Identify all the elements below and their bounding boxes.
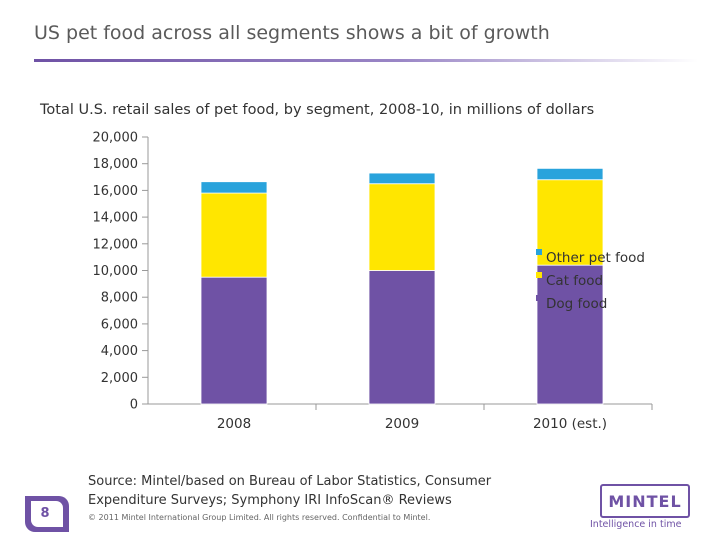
y-tick-label: 14,000: [93, 211, 139, 226]
legend-swatch: [536, 249, 542, 255]
y-tick-label: 10,000: [93, 264, 139, 279]
logo-wordmark: MINTEL: [600, 484, 690, 518]
legend-swatch: [536, 295, 542, 301]
bar-segment: [200, 181, 268, 194]
title-divider: [34, 59, 698, 62]
x-tick-label: 2010 (est.): [533, 416, 607, 432]
bar-segment: [536, 167, 604, 181]
bar-segment: [200, 192, 268, 278]
legend-label: Other pet food: [546, 250, 645, 266]
y-tick-label: 12,000: [93, 237, 139, 252]
page-number: 8: [40, 505, 50, 521]
y-tick-label: 16,000: [93, 184, 139, 199]
y-tick-label: 18,000: [93, 157, 139, 172]
y-tick-label: 2,000: [101, 371, 138, 386]
y-tick-label: 20,000: [93, 131, 139, 146]
bar-segment: [368, 183, 436, 271]
y-tick-label: 0: [130, 398, 138, 413]
legend-swatch: [536, 272, 542, 278]
legend-label: Dog food: [546, 296, 607, 312]
stacked-bar-chart: 0 2,000 4,000 6,000 8,000 10,000 12,000 14,000 1…: [93, 131, 653, 432]
page-number-badge: 8: [25, 496, 69, 532]
x-tick-label: 2009: [385, 416, 419, 432]
bar-segment: [368, 172, 436, 185]
legend-label: Cat food: [546, 273, 603, 289]
bar-segment: [536, 264, 604, 405]
y-tick-label: 6,000: [101, 317, 138, 332]
chart-subtitle: Total U.S. retail sales of pet food, by …: [40, 102, 595, 118]
logo-tagline: Intelligence in time: [590, 519, 682, 530]
slide-title: US pet food across all segments shows a …: [34, 22, 550, 44]
y-tick-label: 4,000: [101, 344, 138, 359]
copyright-note: © 2011 Mintel International Group Limite…: [88, 513, 431, 522]
source-note: Source: Mintel/based on Bureau of Labor …: [88, 474, 492, 508]
y-tick-label: 8,000: [101, 291, 138, 306]
bar-segment: [368, 270, 436, 405]
x-tick-label: 2008: [217, 416, 251, 432]
bar-segment: [200, 276, 268, 405]
mintel-logo: MINTEL Intelligence in time: [590, 484, 700, 534]
bar-segment: [536, 179, 604, 266]
